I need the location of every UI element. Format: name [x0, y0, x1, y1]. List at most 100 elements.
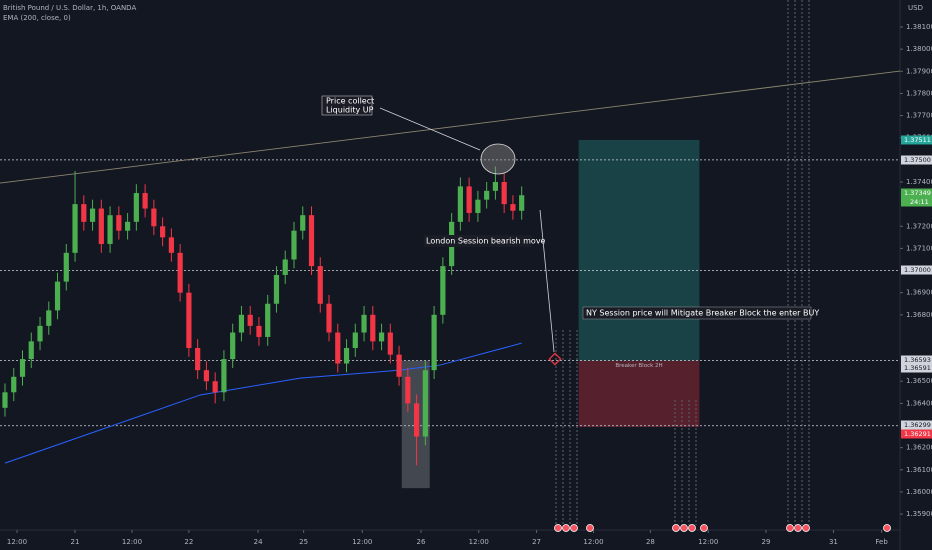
- candle-body: [221, 359, 227, 393]
- candle-body: [81, 204, 87, 222]
- ema-legend: EMA (200, close, 0): [3, 14, 71, 22]
- candle-body: [195, 348, 201, 371]
- ema-line: [4, 342, 522, 464]
- candle-body: [492, 181, 499, 191]
- candle-body: [37, 325, 43, 342]
- candle-body: [107, 215, 113, 244]
- zone-label: Breaker Block 2H: [615, 363, 662, 369]
- price-label-box: [901, 188, 932, 198]
- plot: Breaker Block 2H: [0, 70, 901, 489]
- candle-body: [256, 325, 262, 337]
- price-label: 1.36299: [904, 421, 931, 429]
- candle-body: [475, 199, 481, 213]
- candle-body: [212, 381, 218, 393]
- candle-body: [317, 266, 323, 304]
- candle-body: [63, 252, 69, 282]
- y-tick-label: 1.36500: [906, 377, 932, 385]
- candle-body: [273, 274, 280, 304]
- price-label-box: [901, 363, 932, 373]
- countdown-box: [901, 197, 932, 207]
- candle-body: [2, 392, 8, 408]
- candle-body: [265, 303, 271, 337]
- price-label: 1.37000: [904, 266, 931, 274]
- candle-body: [326, 303, 332, 333]
- x-tick-label: 26: [417, 538, 426, 546]
- arrow: [539, 209, 555, 353]
- candle-body: [116, 215, 122, 231]
- candle-body: [54, 281, 61, 311]
- x-tick-label: 12:00: [469, 538, 489, 546]
- candle-body: [484, 190, 490, 200]
- annotation: Liquidity UP: [326, 106, 374, 115]
- y-tick-label: 1.37900: [906, 67, 932, 75]
- y-tick-label: 1.36400: [906, 399, 932, 407]
- candle-body: [186, 292, 192, 349]
- candle-body: [440, 266, 446, 315]
- x-tick-label: 24: [254, 538, 263, 546]
- candle-body: [168, 237, 174, 253]
- candle-body: [405, 376, 411, 404]
- price-label-box: [901, 355, 932, 365]
- candle-body: [177, 252, 183, 293]
- y-tick-label: 1.36900: [906, 289, 932, 297]
- candle-body: [422, 370, 428, 437]
- x-tick-label: 12:00: [7, 538, 27, 546]
- y-tick-label: 1.36000: [906, 488, 932, 496]
- price-label-box: [901, 265, 932, 275]
- candle-body: [370, 314, 376, 342]
- event-icons: [554, 524, 891, 532]
- y-tick-label: 1.37200: [906, 222, 932, 230]
- x-tick-label: 12:00: [122, 538, 142, 546]
- candle-body: [46, 310, 52, 326]
- session-lines: [555, 0, 810, 525]
- candle-body: [466, 186, 472, 213]
- candle-body: [457, 186, 463, 222]
- marker: [548, 352, 562, 366]
- candle-body: [335, 332, 341, 364]
- annotation-box: [321, 95, 373, 116]
- price-label: 1.37511: [904, 136, 931, 144]
- annotation-box: [582, 306, 812, 320]
- candle-body: [519, 195, 525, 211]
- candle-body: [203, 370, 210, 382]
- candle-body: [98, 208, 104, 244]
- candle-body: [343, 348, 350, 364]
- y-tick-label: 1.36200: [906, 444, 932, 452]
- price-label-box: [901, 135, 932, 145]
- arrow: [379, 107, 481, 151]
- x-tick-label: 27: [532, 538, 541, 546]
- x-tick-label: 12:00: [352, 538, 372, 546]
- price-label-box: [901, 155, 932, 165]
- annotation: Price collect: [326, 97, 374, 106]
- x-tick-label: 29: [762, 538, 771, 546]
- x-tick-label: 21: [71, 538, 80, 546]
- candle-body: [238, 314, 245, 333]
- candle-body: [308, 215, 315, 267]
- stop-zone: [578, 360, 700, 428]
- candle-body: [89, 208, 96, 222]
- chart-title: British Pound / U.S. Dollar, 1h, OANDA: [3, 4, 136, 12]
- currency: USD: [908, 4, 923, 12]
- price-label: 1.36593: [904, 356, 931, 364]
- candle-body: [300, 215, 306, 231]
- candle-body: [291, 230, 297, 260]
- y-tick-label: 1.37400: [906, 178, 932, 186]
- x-tick-label: 22: [184, 538, 193, 546]
- candle-body: [124, 221, 131, 231]
- y-tick-label: 1.36100: [906, 466, 932, 474]
- price-label-box: [901, 429, 932, 439]
- candle-body: [282, 259, 288, 275]
- candle-body: [396, 354, 402, 377]
- annotation: London Session bearish move: [426, 237, 546, 246]
- candle-body: [72, 204, 78, 253]
- x-tick-label: 28: [646, 538, 655, 546]
- candle-body: [230, 332, 236, 360]
- y-tick-label: 1.38000: [906, 45, 932, 53]
- candle-body: [501, 181, 507, 205]
- candle-body: [413, 403, 420, 437]
- y-tick-label: 1.37100: [906, 244, 932, 252]
- candle-body: [151, 208, 157, 227]
- candle-body: [352, 332, 358, 349]
